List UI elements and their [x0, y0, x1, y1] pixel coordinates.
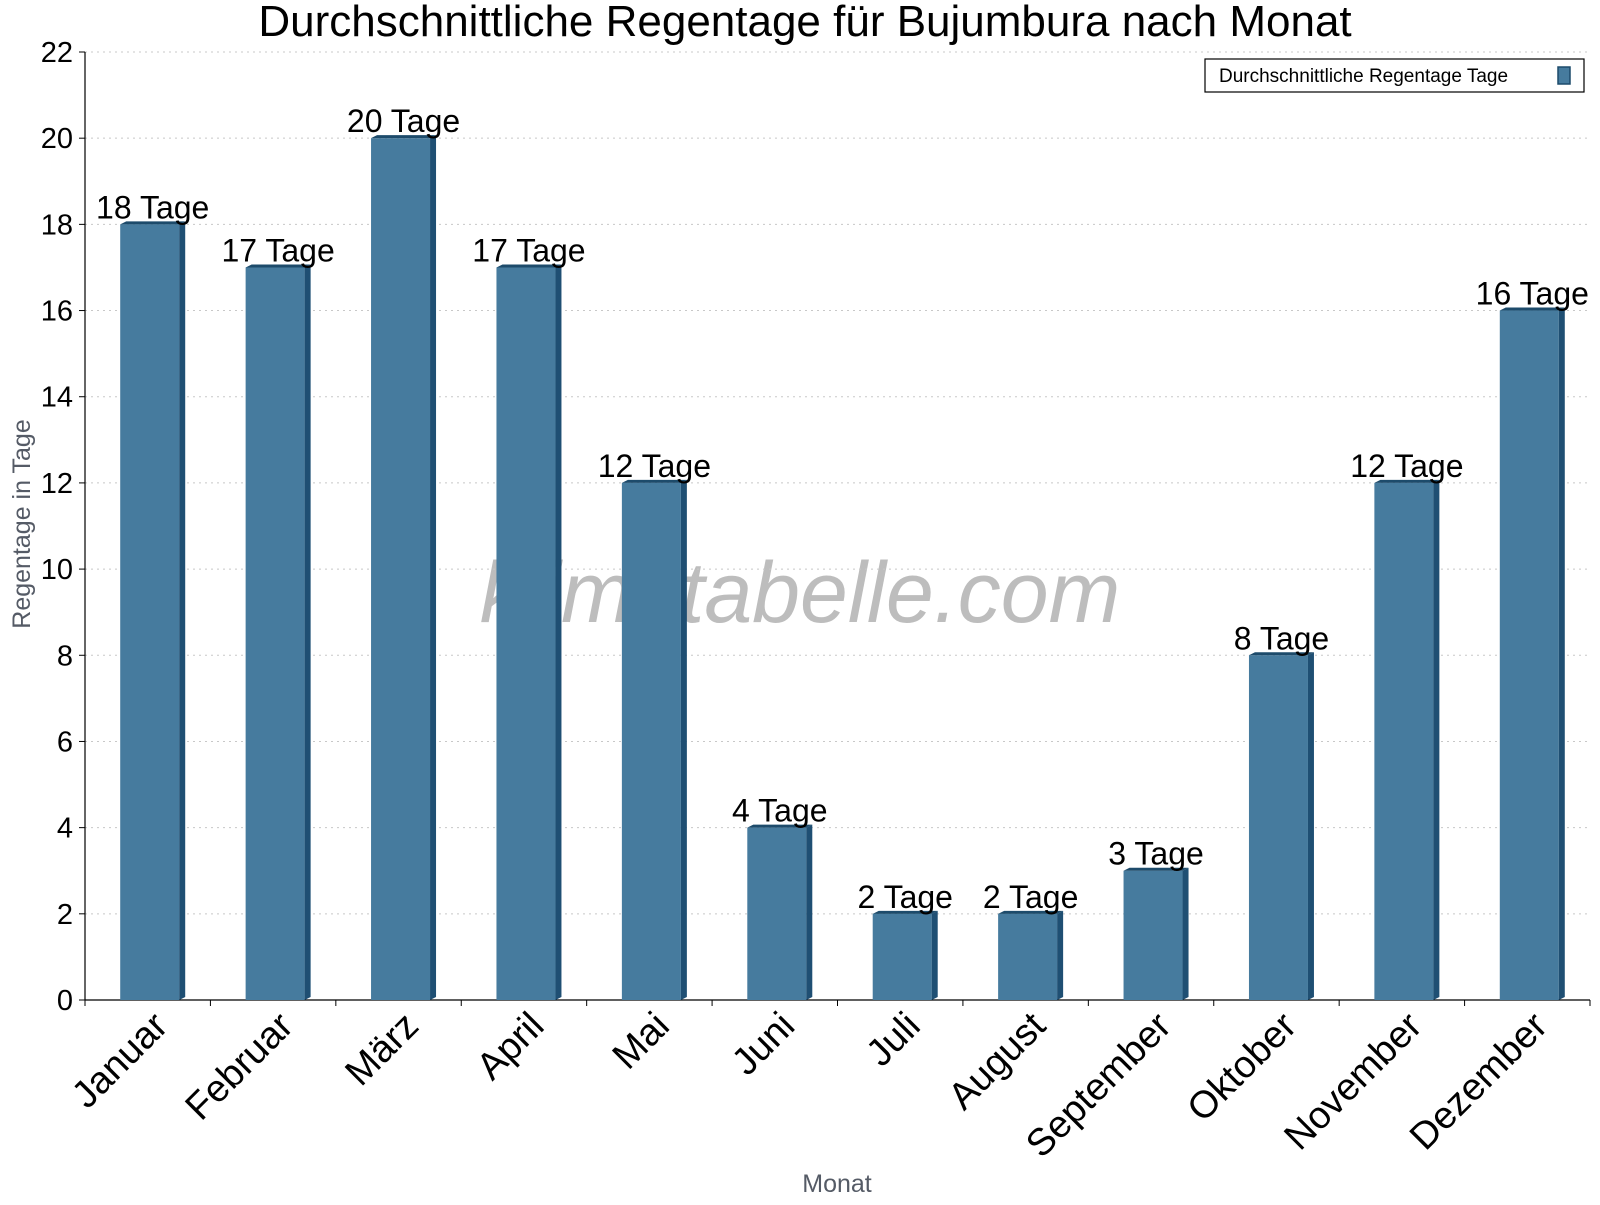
y-tick-label: 6: [57, 726, 73, 758]
bar-side: [806, 824, 813, 1000]
bar-value-label: 2 Tage: [983, 879, 1079, 915]
bar-value-label: 2 Tage: [857, 879, 953, 915]
bar-side: [1182, 867, 1189, 1000]
bar-value-label: 12 Tage: [1350, 448, 1463, 484]
y-axis-title: Regentage in Tage: [8, 419, 36, 628]
bar: [1123, 870, 1183, 1000]
x-tick-label: Oktober: [1180, 1004, 1306, 1130]
x-tick-label: Juni: [724, 1005, 803, 1084]
x-tick-label: April: [469, 1005, 552, 1088]
bar-side: [1057, 910, 1064, 1000]
y-tick-label: 8: [57, 640, 73, 672]
x-axis-title: Monat: [802, 1170, 872, 1198]
x-tick-label: Januar: [64, 1004, 176, 1116]
bar-value-label: 12 Tage: [598, 448, 711, 484]
bar-value-label: 17 Tage: [472, 232, 585, 268]
bar-top: [1499, 307, 1565, 311]
y-tick-label: 16: [41, 296, 73, 328]
bar-top: [245, 264, 311, 268]
bar-value-label: 17 Tage: [221, 232, 334, 268]
y-tick-label: 12: [41, 468, 73, 500]
bar-top: [747, 824, 813, 828]
x-tick-label: Juli: [859, 1005, 929, 1075]
bar: [1374, 482, 1434, 1001]
chart-title: Durchschnittliche Regentage für Bujumbur…: [258, 0, 1351, 46]
bar-top: [1374, 479, 1440, 483]
bar: [1499, 310, 1559, 1001]
y-tick-label: 18: [41, 209, 73, 241]
bar-top: [1123, 867, 1189, 871]
bar-top: [872, 910, 938, 914]
x-tick-label: Dezember: [1402, 1004, 1556, 1158]
bar-side: [680, 479, 687, 1001]
bar-side: [179, 221, 186, 1000]
bar-top: [371, 135, 437, 139]
bar: [245, 267, 305, 1000]
y-tick-label: 10: [41, 554, 73, 586]
x-tick-label: Mai: [605, 1005, 678, 1078]
bar-value-label: 8 Tage: [1234, 620, 1330, 656]
bar-side: [304, 264, 311, 1000]
x-tick-label: Februar: [178, 1004, 302, 1128]
bar-side: [1558, 307, 1565, 1001]
y-tick-label: 2: [57, 899, 73, 931]
bar-side: [430, 135, 437, 1000]
bar: [998, 913, 1058, 1000]
bar: [371, 138, 431, 1000]
bar-top: [998, 910, 1064, 914]
bar-side: [1433, 479, 1440, 1001]
legend-box: [1204, 58, 1585, 93]
legend: Durchschnittliche Regentage Tage: [1204, 58, 1585, 93]
x-tick-label: August: [941, 1004, 1055, 1118]
y-tick-label: 22: [41, 37, 73, 69]
bar-side: [1307, 652, 1314, 1000]
x-tick-label: März: [337, 1005, 426, 1094]
bar-value-label: 18 Tage: [96, 189, 209, 225]
bar: [120, 224, 180, 1000]
bar: [747, 827, 807, 1000]
bar: [1248, 655, 1308, 1000]
bar-top: [496, 264, 562, 268]
y-tick-label: 20: [41, 123, 73, 155]
bar-value-label: 20 Tage: [347, 103, 460, 139]
bar-side: [931, 910, 938, 1000]
bar-top: [120, 221, 186, 225]
bar-top: [621, 479, 687, 483]
bar-value-label: 3 Tage: [1108, 836, 1204, 872]
bar: [872, 913, 932, 1000]
y-tick-label: 14: [41, 382, 73, 414]
bar-value-label: 4 Tage: [732, 793, 828, 829]
watermark-text: klimatabelle.com: [480, 545, 1120, 641]
y-tick-label: 4: [57, 813, 73, 845]
bar: [621, 482, 681, 1001]
legend-label: Durchschnittliche Regentage Tage: [1219, 66, 1508, 87]
bar-top: [1248, 652, 1314, 656]
bar-side: [555, 264, 562, 1000]
bar: [496, 267, 556, 1000]
legend-swatch: [1557, 66, 1571, 85]
y-tick-label: 0: [57, 985, 73, 1017]
bar-value-label: 16 Tage: [1476, 276, 1589, 312]
